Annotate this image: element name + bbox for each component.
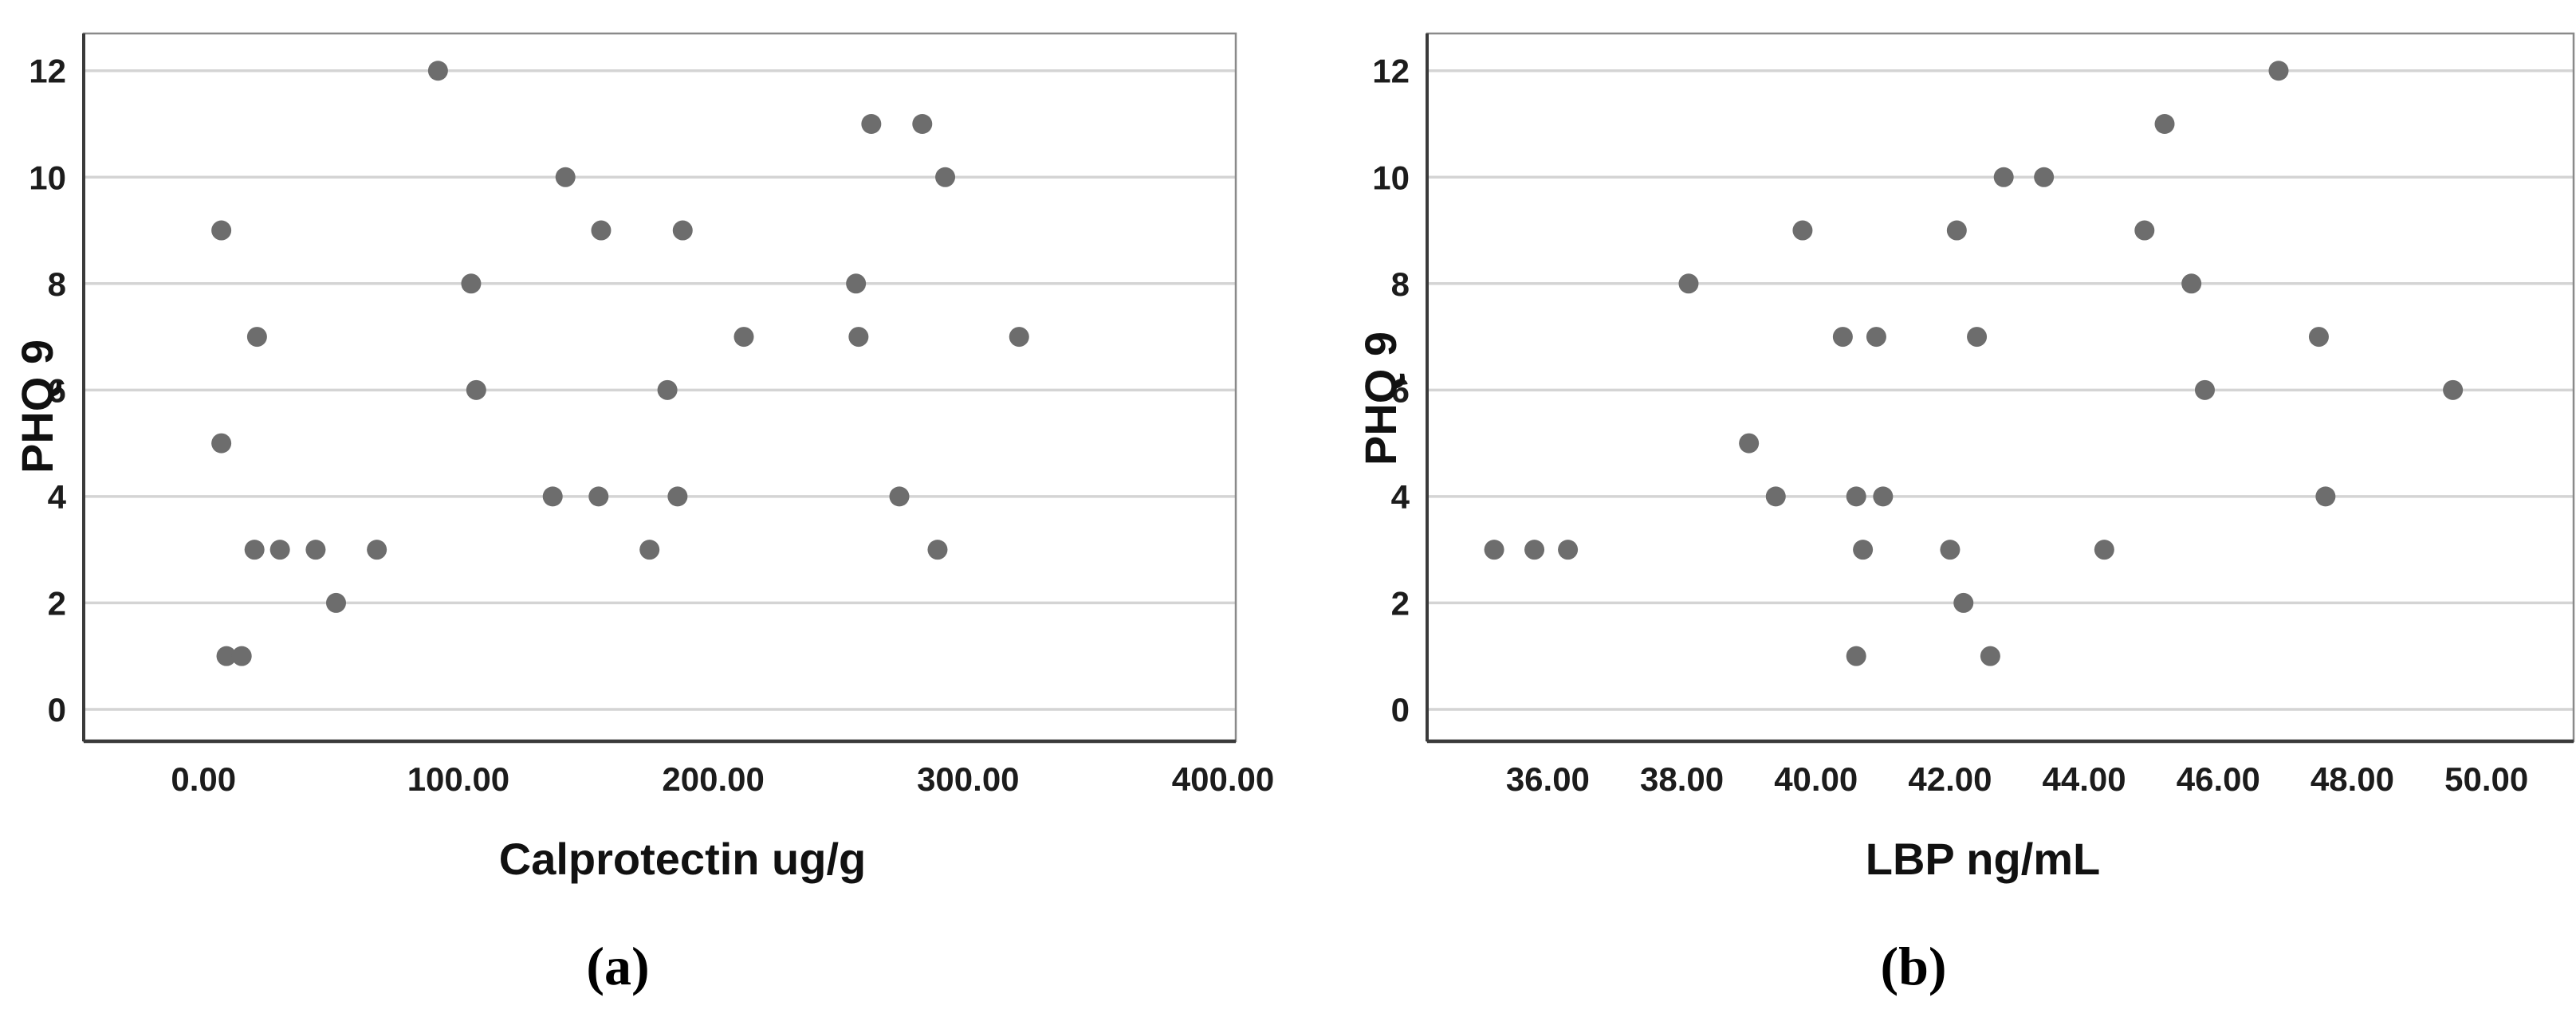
- data-point: [657, 379, 678, 400]
- data-point: [1832, 327, 1853, 348]
- data-point: [1866, 327, 1886, 348]
- data-point: [1967, 327, 1988, 348]
- y-tick-label: 12: [1372, 53, 1410, 90]
- y-tick-label: 0: [1391, 691, 1410, 728]
- data-point: [861, 114, 882, 135]
- y-tick-label: 12: [29, 53, 66, 90]
- y-tick-label: 8: [48, 265, 66, 303]
- data-point: [846, 273, 867, 294]
- data-point: [2268, 61, 2289, 81]
- y-tick-label: 2: [48, 584, 66, 622]
- data-point: [246, 327, 267, 348]
- y-tick-label: 8: [1391, 265, 1410, 303]
- x-tick-label: 0.00: [171, 760, 236, 798]
- data-point: [1678, 273, 1699, 294]
- data-point: [1009, 327, 1029, 348]
- y-axis-title-b: PHQ 9: [1355, 331, 1406, 466]
- y-tick-label: 6: [48, 371, 66, 409]
- y-tick-label: 4: [1391, 478, 1410, 516]
- data-point: [2194, 379, 2215, 400]
- data-point: [667, 486, 688, 507]
- data-point: [461, 273, 482, 294]
- data-point: [305, 540, 326, 560]
- data-point: [2134, 220, 2155, 241]
- data-point: [1993, 167, 2014, 187]
- y-tick-label: 6: [1391, 371, 1410, 409]
- y-tick-label: 10: [29, 159, 66, 196]
- data-point: [1484, 540, 1504, 560]
- y-tick-label: 2: [1391, 584, 1410, 622]
- data-point: [2094, 540, 2114, 560]
- x-tick-label: 200.00: [662, 760, 764, 798]
- x-axis-title-a: Calprotectin ug/g: [498, 834, 867, 884]
- data-point: [244, 540, 265, 560]
- data-point: [231, 646, 252, 666]
- x-tick-label: 36.00: [1506, 760, 1590, 798]
- data-point: [2315, 486, 2336, 507]
- data-point: [2154, 114, 2175, 135]
- y-tick-label: 4: [48, 478, 67, 516]
- data-point: [1558, 540, 1579, 560]
- data-point: [1953, 592, 1974, 613]
- x-tick-label: 42.00: [1908, 760, 1992, 798]
- data-point: [1792, 220, 1813, 241]
- data-point: [211, 220, 232, 241]
- data-point: [639, 540, 660, 560]
- data-point: [588, 486, 609, 507]
- data-point: [2034, 167, 2055, 187]
- y-tick-label: 0: [48, 691, 66, 728]
- data-point: [1846, 646, 1866, 666]
- data-point: [216, 646, 237, 666]
- data-point: [935, 167, 956, 187]
- x-tick-label: 48.00: [2311, 760, 2394, 798]
- plot-frame: [1426, 32, 2575, 743]
- x-tick-label: 100.00: [407, 760, 509, 798]
- x-tick-label: 300.00: [917, 760, 1019, 798]
- data-point: [1524, 540, 1545, 560]
- y-tick-label: 10: [1372, 159, 1410, 196]
- data-point: [325, 592, 346, 613]
- data-point: [1765, 486, 1786, 507]
- data-point: [427, 61, 448, 81]
- data-point: [542, 486, 563, 507]
- data-point: [2181, 273, 2202, 294]
- data-point: [1846, 486, 1866, 507]
- x-tick-label: 400.00: [1172, 760, 1274, 798]
- x-tick-label: 44.00: [2043, 760, 2126, 798]
- data-point: [1853, 540, 1874, 560]
- data-point: [269, 540, 290, 560]
- x-tick-label: 46.00: [2177, 760, 2260, 798]
- data-point: [1940, 540, 1961, 560]
- data-point: [1980, 646, 2000, 666]
- data-point: [211, 433, 232, 454]
- x-axis-title-b: LBP ng/mL: [1865, 834, 2101, 884]
- data-point: [672, 220, 693, 241]
- data-point: [555, 167, 576, 187]
- data-point: [367, 540, 387, 560]
- panel-label-a: (a): [586, 936, 650, 996]
- data-point: [466, 379, 486, 400]
- data-point: [1873, 486, 1894, 507]
- data-point: [733, 327, 754, 348]
- data-point: [1739, 433, 1760, 454]
- x-tick-label: 38.00: [1640, 760, 1724, 798]
- x-tick-label: 40.00: [1774, 760, 1858, 798]
- data-point: [2308, 327, 2329, 348]
- data-point: [889, 486, 910, 507]
- x-tick-label: 50.00: [2444, 760, 2528, 798]
- data-point: [2443, 379, 2464, 400]
- data-point: [848, 327, 869, 348]
- data-point: [591, 220, 612, 241]
- panel-label-b: (b): [1880, 936, 1947, 996]
- data-point: [1946, 220, 1967, 241]
- data-point: [912, 114, 933, 135]
- data-point: [927, 540, 948, 560]
